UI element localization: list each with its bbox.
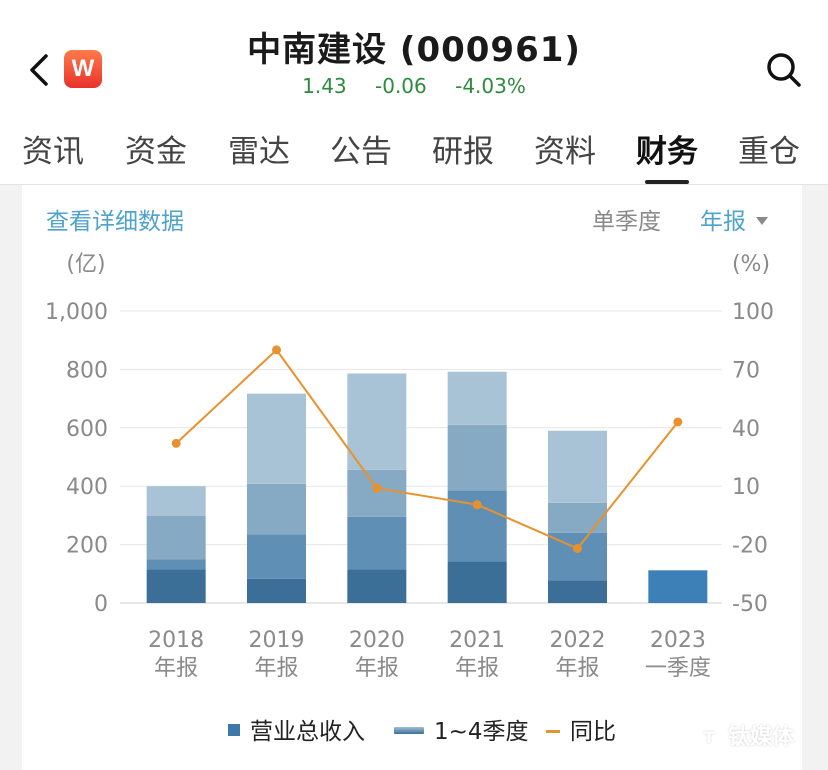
tab-finance[interactable]: 财务 — [636, 134, 698, 170]
legend-quarters-swatch — [394, 727, 424, 734]
bar-segment-q2 — [347, 516, 407, 570]
bar-segment-q3 — [347, 469, 407, 517]
period-selector[interactable]: 年报 — [700, 202, 768, 236]
yoy-point — [272, 345, 281, 355]
bar-segment-q2 — [146, 559, 206, 570]
yoy-point — [673, 417, 683, 427]
left-tick-label: 200 — [66, 534, 108, 559]
bar-segment-q4 — [146, 486, 206, 516]
bar-segment-q1 — [648, 570, 708, 603]
right-tick-label: 40 — [732, 417, 760, 442]
legend-yoy-label: 同比 — [570, 719, 616, 745]
header-bar: W 中南建设 (000961) 1.43 -0.06 -4.03% 资讯 资金 … — [0, 0, 828, 185]
x-tick-label: 2020 — [349, 628, 405, 653]
legend-revenue-swatch — [228, 724, 240, 736]
right-tick-label: -50 — [732, 592, 768, 617]
quote-change-pct: -4.03% — [455, 74, 526, 98]
bar-segment-q4 — [447, 371, 507, 425]
bar-segment-q3 — [548, 502, 607, 533]
single-quarter-toggle[interactable]: 单季度 — [592, 209, 661, 235]
bar-segment-q4 — [247, 393, 306, 484]
right-tick-label: 10 — [732, 475, 760, 500]
x-tick-sublabel: 年报 — [555, 656, 599, 681]
bar-segment-q4 — [347, 373, 407, 470]
x-tick-sublabel: 年报 — [254, 656, 298, 681]
bar-segment-q3 — [247, 483, 306, 535]
yoy-point — [573, 543, 582, 553]
bar-segment-q2 — [247, 534, 306, 579]
tab-funds[interactable]: 资金 — [125, 134, 187, 170]
period-selector-label: 年报 — [700, 209, 746, 235]
x-tick-sublabel: 一季度 — [645, 656, 711, 681]
right-axis-unit: (%) — [732, 252, 770, 277]
tab-profile[interactable]: 资料 — [534, 134, 596, 170]
right-tick-label: 70 — [732, 358, 760, 383]
legend-revenue-label: 营业总收入 — [250, 719, 365, 745]
search-button[interactable] — [764, 50, 804, 90]
left-tick-label: 1,000 — [45, 300, 108, 325]
x-tick-label: 2018 — [148, 628, 204, 653]
yoy-point — [472, 500, 482, 510]
finance-chart-card: 查看详细数据 单季度 年报 (亿) (%) 1,000 100 800 70 600 40 40… — [22, 185, 802, 770]
quote-change: -0.06 — [375, 74, 427, 98]
tab-announcements[interactable]: 公告 — [330, 134, 392, 170]
active-tab-indicator — [645, 180, 689, 184]
tab-news[interactable]: 资讯 — [22, 134, 84, 170]
legend-yoy: 同比 — [546, 712, 616, 746]
watermark-logo-icon: T — [694, 723, 724, 753]
right-tick-label: -20 — [732, 534, 768, 559]
x-tick-label: 2019 — [249, 628, 305, 653]
bar-segment-q3 — [146, 515, 206, 560]
bar-segment-q1 — [247, 578, 306, 603]
yoy-point — [372, 483, 382, 493]
left-tick-label: 600 — [66, 417, 108, 442]
tab-bar: 资讯 资金 雷达 公告 研报 资料 财务 重仓 — [0, 126, 828, 184]
yoy-point — [171, 438, 181, 448]
left-tick-label: 0 — [94, 592, 108, 617]
x-tick-sublabel: 年报 — [355, 656, 399, 681]
left-tick-label: 400 — [66, 475, 108, 500]
x-tick-label: 2021 — [449, 628, 505, 653]
revenue-chart: (亿) (%) 1,000 100 800 70 600 40 400 10 200 -20 0 -50 2… — [45, 252, 774, 681]
bar-segment-q1 — [447, 561, 507, 603]
view-details-link[interactable]: 查看详细数据 — [46, 209, 184, 235]
bar-segment-q3 — [447, 424, 507, 491]
back-button[interactable] — [22, 50, 56, 90]
watermark: T 钛媒体 — [694, 719, 794, 753]
chart-legend: 营业总收入 1~4季度 同比 — [22, 712, 802, 746]
left-axis-unit: (亿) — [66, 252, 105, 277]
app-logo: W — [64, 50, 102, 88]
tab-radar[interactable]: 雷达 — [228, 134, 290, 170]
bar-segment-q1 — [347, 569, 407, 603]
legend-yoy-swatch — [546, 730, 560, 733]
header-divider — [0, 184, 828, 185]
search-icon — [767, 53, 801, 87]
tab-holdings[interactable]: 重仓 — [738, 134, 800, 170]
x-tick-sublabel: 年报 — [455, 656, 499, 681]
quote-row: 1.43 -0.06 -4.03% — [0, 74, 828, 98]
bar-segment-q4 — [548, 430, 607, 503]
chevron-left-icon — [30, 54, 48, 86]
x-tick-label: 2023 — [650, 628, 706, 653]
watermark-text: 钛媒体 — [728, 725, 795, 750]
stock-title: 中南建设 (000961) — [247, 30, 581, 70]
right-tick-label: 100 — [732, 300, 774, 325]
quote-price: 1.43 — [302, 74, 347, 98]
caret-down-icon — [756, 217, 768, 225]
x-tick-sublabel: 年报 — [154, 656, 198, 681]
bar-segment-q1 — [146, 569, 206, 603]
left-tick-label: 800 — [66, 358, 108, 383]
tab-research[interactable]: 研报 — [432, 134, 494, 170]
legend-quarters-label: 1~4季度 — [434, 719, 529, 745]
legend-revenue: 营业总收入 — [228, 712, 365, 746]
legend-quarters: 1~4季度 — [394, 712, 529, 746]
x-tick-label: 2022 — [550, 628, 606, 653]
yoy-line — [175, 348, 679, 550]
bar-segment-q1 — [548, 580, 607, 603]
